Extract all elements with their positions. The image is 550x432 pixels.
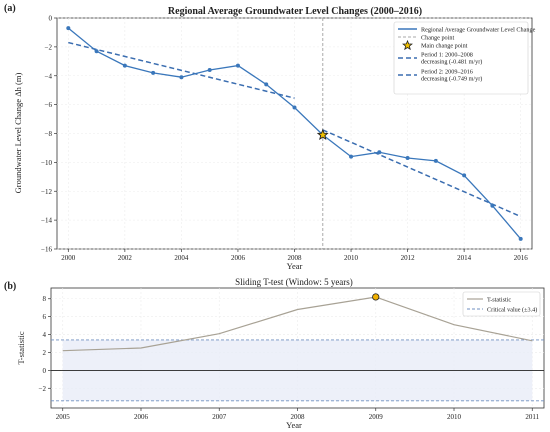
x-tick-label: 2004 xyxy=(174,254,189,262)
data-point xyxy=(151,70,156,75)
y-tick-label: −2 xyxy=(45,43,53,51)
panel-b-marks xyxy=(51,293,544,402)
panel-a-grid xyxy=(57,17,532,250)
data-point xyxy=(462,173,467,178)
data-point xyxy=(405,156,410,161)
legend-trend-2-label-2: decreasing (-0.749 m/yr) xyxy=(421,76,482,83)
panel-b-ylabel: T-statistic xyxy=(16,331,26,364)
legend-trend-2-label: Period 2: 2009–2016 xyxy=(421,69,473,76)
legend-b-critical-label: Critical value (±3.4) xyxy=(487,307,537,314)
data-point xyxy=(264,82,269,87)
data-point xyxy=(518,236,523,241)
panel-a-ylabel: Groundwater Level Change Δh (m) xyxy=(13,73,23,194)
y-tick-label: −14 xyxy=(41,217,52,225)
trend-line-period-1 xyxy=(68,41,295,99)
x-tick-label: 2010 xyxy=(344,254,359,262)
x-tick-label: 2011 xyxy=(525,413,539,421)
panel-b-xlabel: Year xyxy=(286,420,302,430)
panel-a-ticks: 2000 2002 2004 2006 2008 2010 2012 2014 2016 0 −2 −… xyxy=(41,15,528,263)
x-tick-label: 2008 xyxy=(291,413,306,421)
legend-trend-1-label-2: decreasing (-0.481 m/yr) xyxy=(421,59,482,66)
data-point xyxy=(235,63,240,68)
panel-a-marks xyxy=(66,18,523,249)
panel-b-title: Sliding T-test (Window: 5 years) xyxy=(235,277,353,287)
x-tick-label: 2012 xyxy=(401,254,416,262)
x-tick-label: 2007 xyxy=(212,413,227,421)
y-tick-label: −4 xyxy=(45,72,53,80)
t-statistic-line xyxy=(62,296,533,352)
data-point xyxy=(490,203,495,208)
legend-b-frame xyxy=(462,291,541,317)
legend-b-series-label: T-statistic xyxy=(487,297,511,304)
y-tick-label: −10 xyxy=(41,159,52,167)
data-point xyxy=(377,150,382,155)
panel-a-title: Regional Average Groundwater Level Chang… xyxy=(168,6,422,17)
legend-star-icon xyxy=(402,39,413,51)
data-point xyxy=(122,63,127,68)
legend-change-point-label: Change point xyxy=(421,35,454,42)
panel-a-xlabel: Year xyxy=(287,261,303,271)
main-change-point-marker xyxy=(316,128,329,140)
y-tick-label: 0 xyxy=(49,15,53,23)
max-t-statistic-marker xyxy=(372,293,380,301)
panel-a-label: (a) xyxy=(4,3,16,14)
y-tick-label: −12 xyxy=(41,188,52,196)
panel-a: (a) Regional Average Groundwater Level C… xyxy=(4,3,536,271)
panel-b-label: (b) xyxy=(4,281,16,292)
x-tick-label: 2009 xyxy=(369,413,384,421)
data-point xyxy=(292,105,297,110)
data-point xyxy=(94,49,99,54)
data-point xyxy=(179,75,184,80)
y-tick-label: −6 xyxy=(45,101,53,109)
panel-b-ticks: 2005 2006 2007 2008 2009 2010 2011 −2 0 2 4 6 8 xyxy=(39,295,540,421)
data-point xyxy=(349,154,354,159)
data-point xyxy=(66,26,71,31)
x-tick-label: 2010 xyxy=(447,413,462,421)
y-tick-label: −2 xyxy=(39,385,47,393)
y-tick-label: 6 xyxy=(43,313,47,321)
x-tick-label: 2006 xyxy=(134,413,149,421)
panel-a-legend: Regional Average Groundwater Level Chang… xyxy=(393,21,536,95)
panel-b-legend: T-statistic Critical value (±3.4) xyxy=(462,291,541,317)
x-tick-label: 2000 xyxy=(61,254,76,262)
data-point xyxy=(433,158,438,163)
y-tick-label: −8 xyxy=(45,130,53,138)
panel-b: (b) Sliding T-test (Window: 5 years) 200… xyxy=(4,277,545,430)
y-tick-label: 2 xyxy=(43,349,47,357)
y-tick-label: 0 xyxy=(43,367,47,375)
x-tick-label: 2008 xyxy=(288,254,303,262)
legend-main-change-point-label: Main change point xyxy=(421,43,468,50)
y-tick-label: −16 xyxy=(41,246,52,254)
legend-series-label: Regional Average Groundwater Level Chang… xyxy=(421,27,536,34)
x-tick-label: 2005 xyxy=(56,413,71,421)
legend-frame xyxy=(393,21,529,95)
x-tick-label: 2002 xyxy=(118,254,133,262)
x-tick-label: 2014 xyxy=(457,254,472,262)
x-tick-label: 2016 xyxy=(514,254,529,262)
trend-line-period-2 xyxy=(322,129,521,218)
y-tick-label: 4 xyxy=(43,331,47,339)
legend-trend-1-label: Period 1: 2000–2008 xyxy=(421,52,473,59)
data-point xyxy=(207,67,212,72)
x-tick-label: 2006 xyxy=(231,254,246,262)
y-tick-label: 8 xyxy=(43,295,47,303)
